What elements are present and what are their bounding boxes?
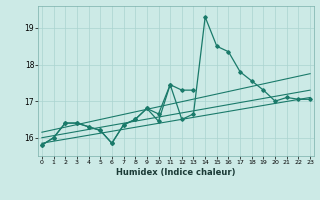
X-axis label: Humidex (Indice chaleur): Humidex (Indice chaleur): [116, 168, 236, 177]
